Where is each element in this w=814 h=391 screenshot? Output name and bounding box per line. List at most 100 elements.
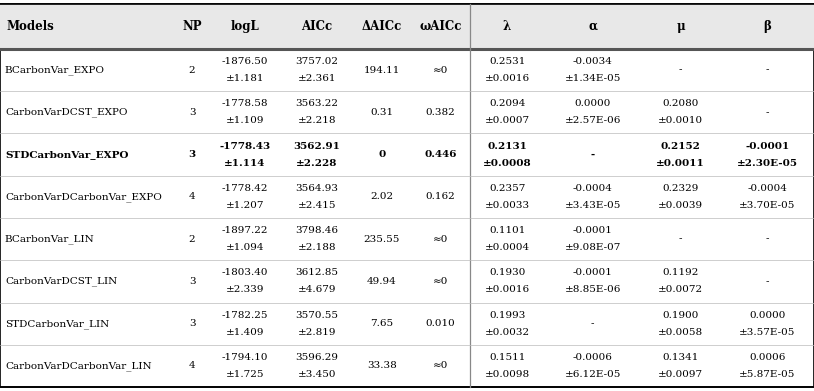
Text: STDCarbonVar_LIN: STDCarbonVar_LIN bbox=[5, 319, 109, 328]
Text: ±0.0032: ±0.0032 bbox=[484, 328, 530, 337]
Text: 0.382: 0.382 bbox=[426, 108, 455, 117]
Text: -0.0001: -0.0001 bbox=[745, 142, 790, 151]
Text: -1778.58: -1778.58 bbox=[221, 99, 269, 108]
Text: -: - bbox=[590, 150, 595, 159]
Text: 49.94: 49.94 bbox=[367, 277, 396, 286]
Text: -: - bbox=[679, 235, 682, 244]
Text: ±9.08E-07: ±9.08E-07 bbox=[564, 243, 621, 252]
Text: 4: 4 bbox=[189, 192, 195, 201]
Text: ±1.094: ±1.094 bbox=[225, 243, 265, 252]
Text: 3570.55: 3570.55 bbox=[295, 311, 338, 320]
Text: 0.2094: 0.2094 bbox=[489, 99, 525, 108]
Text: -: - bbox=[679, 66, 682, 75]
Text: 0.2357: 0.2357 bbox=[489, 184, 525, 193]
Text: CarbonVarDCST_EXPO: CarbonVarDCST_EXPO bbox=[5, 108, 127, 117]
Text: ±2.228: ±2.228 bbox=[296, 158, 337, 167]
Text: ≈0: ≈0 bbox=[433, 235, 448, 244]
Text: μ: μ bbox=[676, 20, 685, 33]
Text: ±8.85E-06: ±8.85E-06 bbox=[564, 285, 621, 294]
Text: -1794.10: -1794.10 bbox=[221, 353, 269, 362]
Text: 0.1993: 0.1993 bbox=[489, 311, 525, 320]
Text: 0.0000: 0.0000 bbox=[749, 311, 786, 320]
Text: -0.0004: -0.0004 bbox=[573, 184, 612, 193]
Text: -: - bbox=[765, 277, 769, 286]
Text: 3562.91: 3562.91 bbox=[293, 142, 340, 151]
Text: -1778.43: -1778.43 bbox=[220, 142, 270, 151]
Text: ±3.57E-05: ±3.57E-05 bbox=[739, 328, 795, 337]
Text: 3596.29: 3596.29 bbox=[295, 353, 338, 362]
Text: α: α bbox=[588, 20, 597, 33]
Text: 3612.85: 3612.85 bbox=[295, 269, 338, 278]
Text: ±2.57E-06: ±2.57E-06 bbox=[564, 116, 621, 125]
Text: ±2.30E-05: ±2.30E-05 bbox=[737, 158, 798, 167]
Text: ±5.87E-05: ±5.87E-05 bbox=[739, 370, 795, 379]
Text: ±1.34E-05: ±1.34E-05 bbox=[564, 74, 621, 83]
Text: 3: 3 bbox=[189, 277, 195, 286]
Text: 0.010: 0.010 bbox=[426, 319, 455, 328]
Text: ±0.0098: ±0.0098 bbox=[484, 370, 530, 379]
Text: -0.0001: -0.0001 bbox=[573, 226, 612, 235]
Text: ±1.181: ±1.181 bbox=[225, 74, 265, 83]
Text: 4: 4 bbox=[189, 361, 195, 370]
Text: ±3.450: ±3.450 bbox=[297, 370, 336, 379]
Text: 2.02: 2.02 bbox=[370, 192, 393, 201]
Text: ±1.409: ±1.409 bbox=[225, 328, 265, 337]
Text: BCarbonVar_EXPO: BCarbonVar_EXPO bbox=[5, 65, 105, 75]
Text: -1778.42: -1778.42 bbox=[221, 184, 269, 193]
Text: ±2.361: ±2.361 bbox=[297, 74, 336, 83]
Text: ±0.0016: ±0.0016 bbox=[484, 285, 530, 294]
Text: 7.65: 7.65 bbox=[370, 319, 393, 328]
Bar bbox=[0, 4, 814, 49]
Text: Models: Models bbox=[7, 20, 55, 33]
Text: ±0.0016: ±0.0016 bbox=[484, 74, 530, 83]
Text: ±0.0058: ±0.0058 bbox=[658, 328, 703, 337]
Text: 0.162: 0.162 bbox=[426, 192, 455, 201]
Text: 0.1101: 0.1101 bbox=[489, 226, 525, 235]
Text: -1897.22: -1897.22 bbox=[221, 226, 269, 235]
Text: CarbonVarDCarbonVar_LIN: CarbonVarDCarbonVar_LIN bbox=[5, 361, 151, 371]
Text: CarbonVarDCST_LIN: CarbonVarDCST_LIN bbox=[5, 276, 117, 286]
Text: ±0.0007: ±0.0007 bbox=[484, 116, 530, 125]
Text: 0.1930: 0.1930 bbox=[489, 269, 525, 278]
Text: ±2.218: ±2.218 bbox=[297, 116, 336, 125]
Text: ±3.43E-05: ±3.43E-05 bbox=[564, 201, 621, 210]
Text: 2: 2 bbox=[189, 235, 195, 244]
Text: STDCarbonVar_EXPO: STDCarbonVar_EXPO bbox=[5, 150, 129, 159]
Text: -0.0001: -0.0001 bbox=[573, 269, 612, 278]
Text: 0.1511: 0.1511 bbox=[489, 353, 525, 362]
Text: -: - bbox=[591, 319, 594, 328]
Text: ≈0: ≈0 bbox=[433, 66, 448, 75]
Text: 0.446: 0.446 bbox=[424, 150, 457, 159]
Text: ±2.339: ±2.339 bbox=[225, 285, 265, 294]
Text: NP: NP bbox=[182, 20, 202, 33]
Text: CarbonVarDCarbonVar_EXPO: CarbonVarDCarbonVar_EXPO bbox=[5, 192, 162, 202]
Text: 0.2131: 0.2131 bbox=[488, 142, 527, 151]
Text: ±0.0010: ±0.0010 bbox=[658, 116, 703, 125]
Text: ±2.415: ±2.415 bbox=[297, 201, 336, 210]
Text: ±2.819: ±2.819 bbox=[297, 328, 336, 337]
Text: -0.0034: -0.0034 bbox=[573, 57, 612, 66]
Text: ±0.0033: ±0.0033 bbox=[484, 201, 530, 210]
Text: 0.1900: 0.1900 bbox=[663, 311, 698, 320]
Text: 0.0000: 0.0000 bbox=[575, 99, 610, 108]
Text: 0.2531: 0.2531 bbox=[489, 57, 525, 66]
Text: ±0.0011: ±0.0011 bbox=[656, 158, 705, 167]
Text: λ: λ bbox=[503, 20, 511, 33]
Text: 0.2329: 0.2329 bbox=[663, 184, 698, 193]
Text: 0.2152: 0.2152 bbox=[661, 142, 700, 151]
Text: ≈0: ≈0 bbox=[433, 277, 448, 286]
Text: ±1.207: ±1.207 bbox=[225, 201, 265, 210]
Text: -0.0006: -0.0006 bbox=[573, 353, 612, 362]
Text: β: β bbox=[764, 20, 771, 33]
Text: 3: 3 bbox=[189, 150, 195, 159]
Text: 33.38: 33.38 bbox=[367, 361, 396, 370]
Text: ±6.12E-05: ±6.12E-05 bbox=[564, 370, 621, 379]
Text: ωAICc: ωAICc bbox=[419, 20, 462, 33]
Text: ±1.114: ±1.114 bbox=[225, 158, 265, 167]
Text: 3: 3 bbox=[189, 108, 195, 117]
Text: -0.0004: -0.0004 bbox=[747, 184, 787, 193]
Text: logL: logL bbox=[230, 20, 260, 33]
Text: BCarbonVar_LIN: BCarbonVar_LIN bbox=[5, 234, 94, 244]
Text: 3757.02: 3757.02 bbox=[295, 57, 338, 66]
Text: 0.0006: 0.0006 bbox=[749, 353, 786, 362]
